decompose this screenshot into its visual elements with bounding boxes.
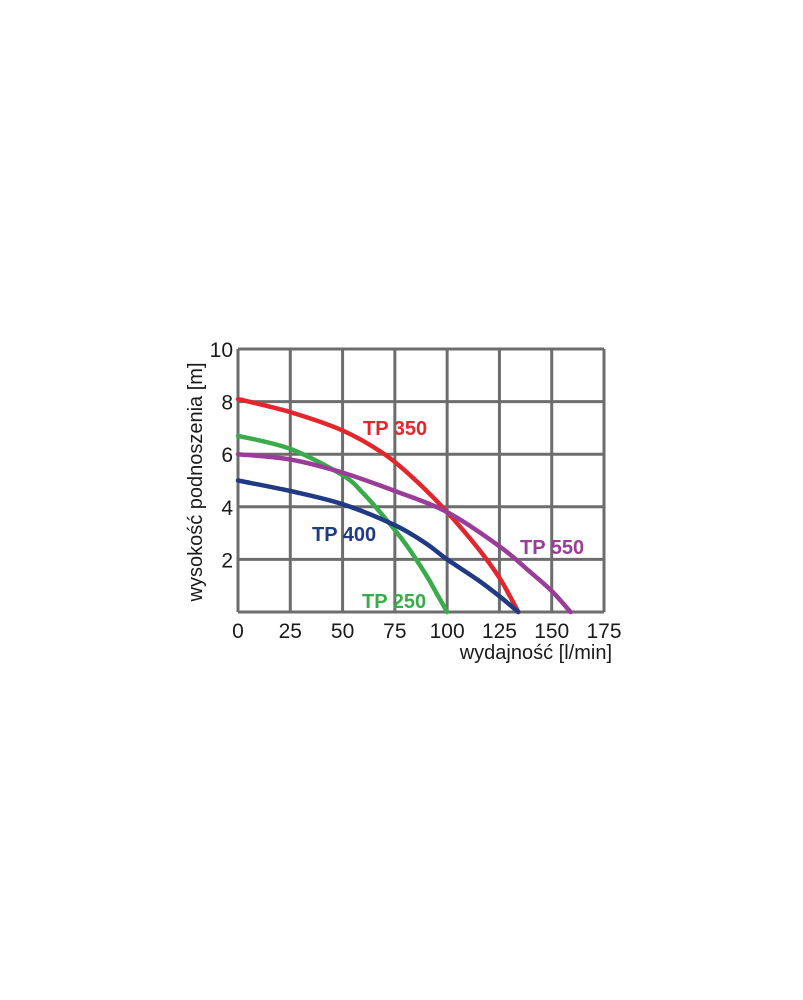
x-axis-label: wydajność [l/min]: [459, 642, 612, 664]
series-line-tp-350: [235, 396, 521, 615]
series-line-tp-250: [235, 433, 450, 615]
y-tick-label: 6: [221, 444, 233, 467]
series-label-tp-350: TP 350: [363, 418, 427, 440]
y-tick-label: 8: [221, 392, 233, 415]
x-tick-label: 0: [232, 620, 244, 643]
chart-curves: [235, 396, 573, 615]
y-axis-label: wysokość podnoszenia [m]: [185, 362, 207, 602]
chart-grid: [236, 347, 606, 614]
series-label-tp-400: TP 400: [312, 524, 376, 546]
x-tick-label: 150: [534, 620, 569, 643]
x-tick-label: 100: [430, 620, 465, 643]
series-label-tp-250: TP 250: [362, 591, 426, 613]
y-tick-label: 10: [210, 339, 233, 362]
x-tick-label: 75: [383, 620, 406, 643]
x-tick-label: 175: [586, 620, 621, 643]
x-axis-ticks: 0 25 50 75 100 125 150 175: [232, 620, 621, 643]
series-label-tp-550: TP 550: [520, 537, 584, 559]
series-line-tp-550: [235, 451, 573, 615]
series-labels: TP 350 TP 250 TP 550 TP 400: [312, 418, 584, 613]
x-tick-label: 50: [331, 620, 354, 643]
x-tick-label: 25: [279, 620, 302, 643]
x-tick-label: 125: [482, 620, 517, 643]
series-line-tp-400: [235, 478, 521, 615]
y-axis-ticks: 2 4 6 8 10: [210, 339, 234, 572]
y-tick-label: 4: [221, 497, 233, 520]
y-tick-label: 2: [221, 549, 233, 572]
